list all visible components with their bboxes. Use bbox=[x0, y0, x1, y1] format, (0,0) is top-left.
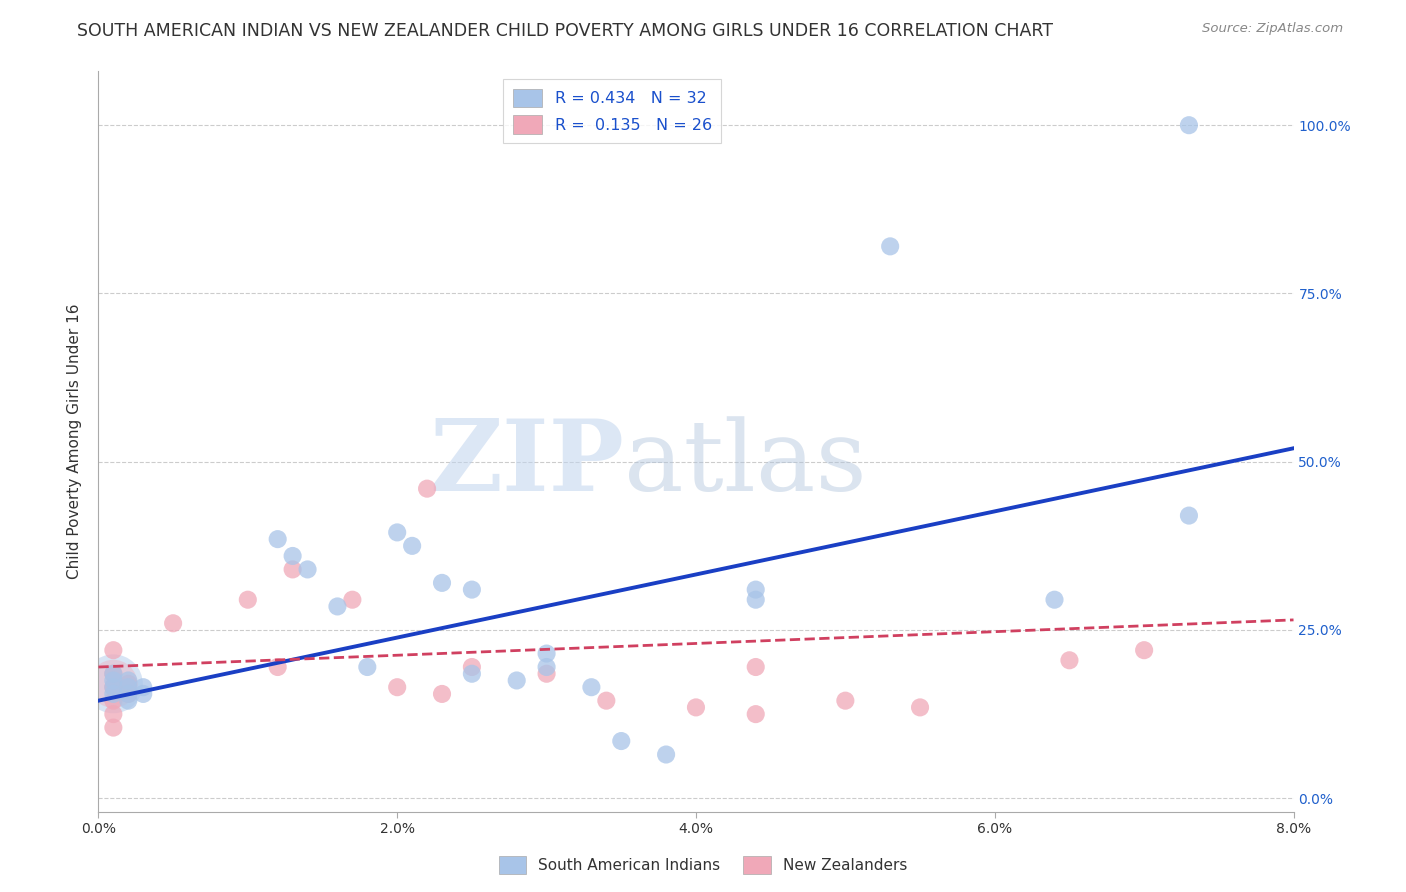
Point bbox=[117, 673, 139, 688]
Point bbox=[1059, 653, 1081, 667]
Point bbox=[103, 707, 125, 722]
Point bbox=[461, 666, 484, 681]
Point bbox=[267, 660, 290, 674]
Point bbox=[356, 660, 378, 674]
Point bbox=[745, 582, 768, 597]
Point bbox=[132, 680, 155, 694]
Point bbox=[536, 666, 558, 681]
Point bbox=[461, 660, 484, 674]
Point bbox=[117, 694, 139, 708]
Point bbox=[879, 239, 901, 253]
Point bbox=[745, 592, 768, 607]
Legend: R = 0.434   N = 32, R =  0.135   N = 26: R = 0.434 N = 32, R = 0.135 N = 26 bbox=[503, 79, 721, 144]
Point bbox=[430, 575, 453, 590]
Point bbox=[655, 747, 678, 762]
Point bbox=[117, 687, 139, 701]
Point bbox=[461, 582, 484, 597]
Point bbox=[536, 647, 558, 661]
Point bbox=[1133, 643, 1156, 657]
Point bbox=[103, 666, 125, 681]
Point bbox=[326, 599, 349, 614]
Point bbox=[281, 549, 304, 563]
Point bbox=[385, 525, 409, 540]
Point bbox=[103, 643, 125, 657]
Point bbox=[1178, 118, 1201, 132]
Point bbox=[103, 721, 125, 735]
Point bbox=[236, 592, 259, 607]
Point bbox=[117, 687, 139, 701]
Point bbox=[103, 677, 125, 691]
Point bbox=[103, 673, 125, 688]
Point bbox=[385, 680, 409, 694]
Point bbox=[1043, 592, 1066, 607]
Point bbox=[1178, 508, 1201, 523]
Point bbox=[595, 694, 617, 708]
Text: ZIP: ZIP bbox=[429, 416, 624, 512]
Point bbox=[908, 700, 931, 714]
Point bbox=[834, 694, 856, 708]
Point bbox=[117, 680, 139, 694]
Text: Source: ZipAtlas.com: Source: ZipAtlas.com bbox=[1202, 22, 1343, 36]
Point bbox=[506, 673, 529, 688]
Point bbox=[745, 660, 768, 674]
Point bbox=[297, 562, 319, 576]
Point bbox=[117, 677, 139, 691]
Point bbox=[281, 562, 304, 576]
Point bbox=[103, 687, 125, 701]
Point bbox=[416, 482, 439, 496]
Point bbox=[103, 680, 125, 694]
Point bbox=[610, 734, 633, 748]
Point bbox=[342, 592, 364, 607]
Point bbox=[401, 539, 423, 553]
Point bbox=[132, 687, 155, 701]
Point bbox=[581, 680, 603, 694]
Point bbox=[103, 694, 125, 708]
Point bbox=[536, 660, 558, 674]
Point bbox=[267, 532, 290, 546]
Legend: South American Indians, New Zealanders: South American Indians, New Zealanders bbox=[492, 850, 914, 880]
Point bbox=[162, 616, 184, 631]
Text: SOUTH AMERICAN INDIAN VS NEW ZEALANDER CHILD POVERTY AMONG GIRLS UNDER 16 CORREL: SOUTH AMERICAN INDIAN VS NEW ZEALANDER C… bbox=[77, 22, 1053, 40]
Text: atlas: atlas bbox=[624, 416, 868, 512]
Point bbox=[430, 687, 453, 701]
Y-axis label: Child Poverty Among Girls Under 16: Child Poverty Among Girls Under 16 bbox=[67, 304, 83, 579]
Point bbox=[103, 677, 125, 691]
Point bbox=[685, 700, 707, 714]
Point bbox=[103, 680, 125, 694]
Point bbox=[103, 666, 125, 681]
Point bbox=[745, 707, 768, 722]
